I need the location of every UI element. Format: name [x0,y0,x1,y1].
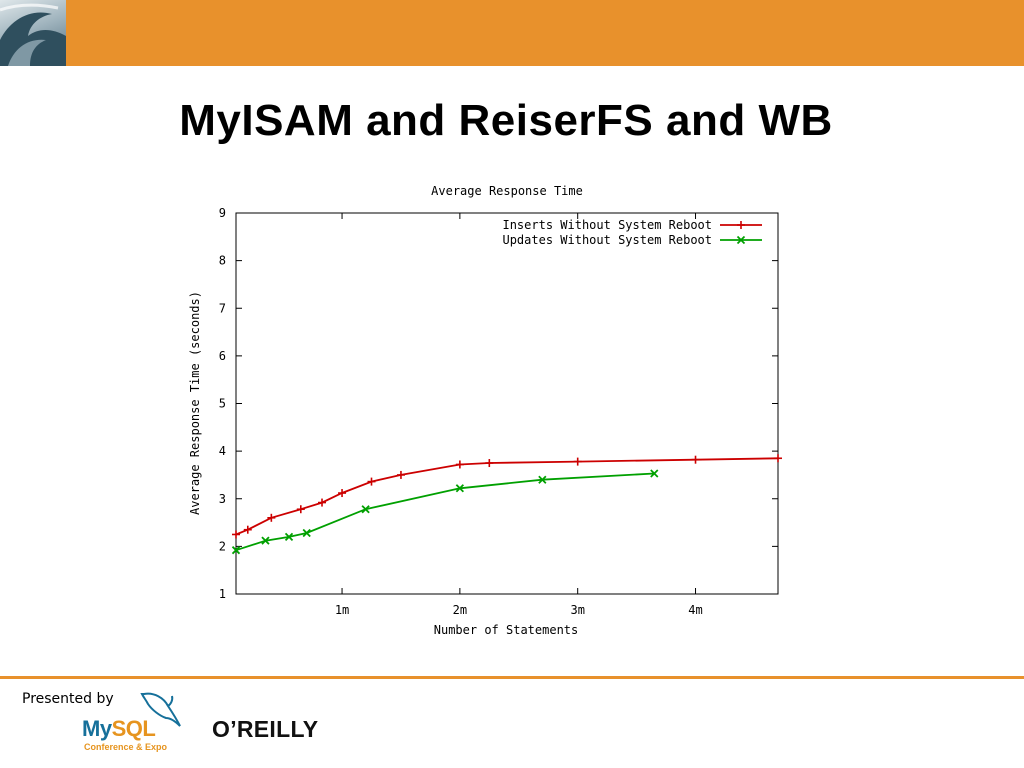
data-point [573,457,582,466]
footer-divider [0,676,1024,679]
data-point [318,498,327,507]
y-tick-label: 3 [219,492,226,506]
wave-logo [0,0,66,66]
series-line-1 [235,457,779,536]
data-point [538,475,547,484]
data-point [361,505,370,514]
mysql-my: My [82,716,112,741]
y-tick-label: 6 [219,349,226,363]
chart-title: Average Response Time [431,184,583,198]
series-line-2 [235,472,655,552]
wave-icon [0,3,66,66]
data-point [455,484,465,493]
data-point [367,477,376,486]
presented-by-label: Presented by [22,691,114,707]
data-point [455,460,464,469]
legend-marker [736,235,746,245]
mysql-conference-label: Conference & Expo [84,742,168,752]
data-point [650,469,659,478]
data-point [774,454,782,463]
data-point [267,513,276,522]
data-point [338,489,347,498]
legend-label: Updates Without System Reboot [502,233,712,247]
mysql-wordmark: MySQL [82,716,156,742]
data-point [261,536,270,545]
y-tick-label: 2 [219,539,226,553]
y-axis-label: Average Response Time (seconds) [188,291,202,515]
data-point [485,459,494,468]
x-axis-label: Number of Statements [434,623,579,637]
data-point [243,525,252,534]
response-time-chart: Average Response Time 1 2 3 4 5 6 7 8 9 1m 2m 3m 4m… [188,184,782,637]
y-tick-labels: 1 2 3 4 5 6 7 8 9 [219,206,226,601]
y-tick-label: 8 [219,254,226,268]
mysql-sql: SQL [111,716,156,741]
data-point [396,470,405,479]
header-bar [0,0,1024,66]
dolphin-icon [140,692,181,727]
plot-frame [235,212,779,595]
data-point [691,455,700,464]
slide-title: MyISAM and ReiserFS and WB [179,96,833,145]
y-tick-label: 7 [219,301,226,315]
data-point [284,532,294,541]
x-tick-label: 3m [570,603,584,617]
data-point [296,505,305,514]
x-tick-label: 2m [453,603,467,617]
x-tick-label: 4m [688,603,702,617]
x-tick-labels: 1m 2m 3m 4m [335,603,703,617]
legend-marker [737,221,745,229]
y-tick-label: 5 [219,397,226,411]
data-point [302,528,311,538]
data-point [231,546,241,555]
axis-ticks [236,212,778,595]
legend-label: Inserts Without System Reboot [502,218,712,232]
oreilly-logo: O’REILLY [212,716,319,742]
y-tick-label: 1 [219,587,226,601]
data-point [232,530,240,539]
series-group [231,454,782,555]
x-tick-label: 1m [335,603,349,617]
y-tick-label: 9 [219,206,226,220]
y-tick-label: 4 [219,444,226,458]
mysql-logo: MySQL Conference & Expo [80,690,190,754]
